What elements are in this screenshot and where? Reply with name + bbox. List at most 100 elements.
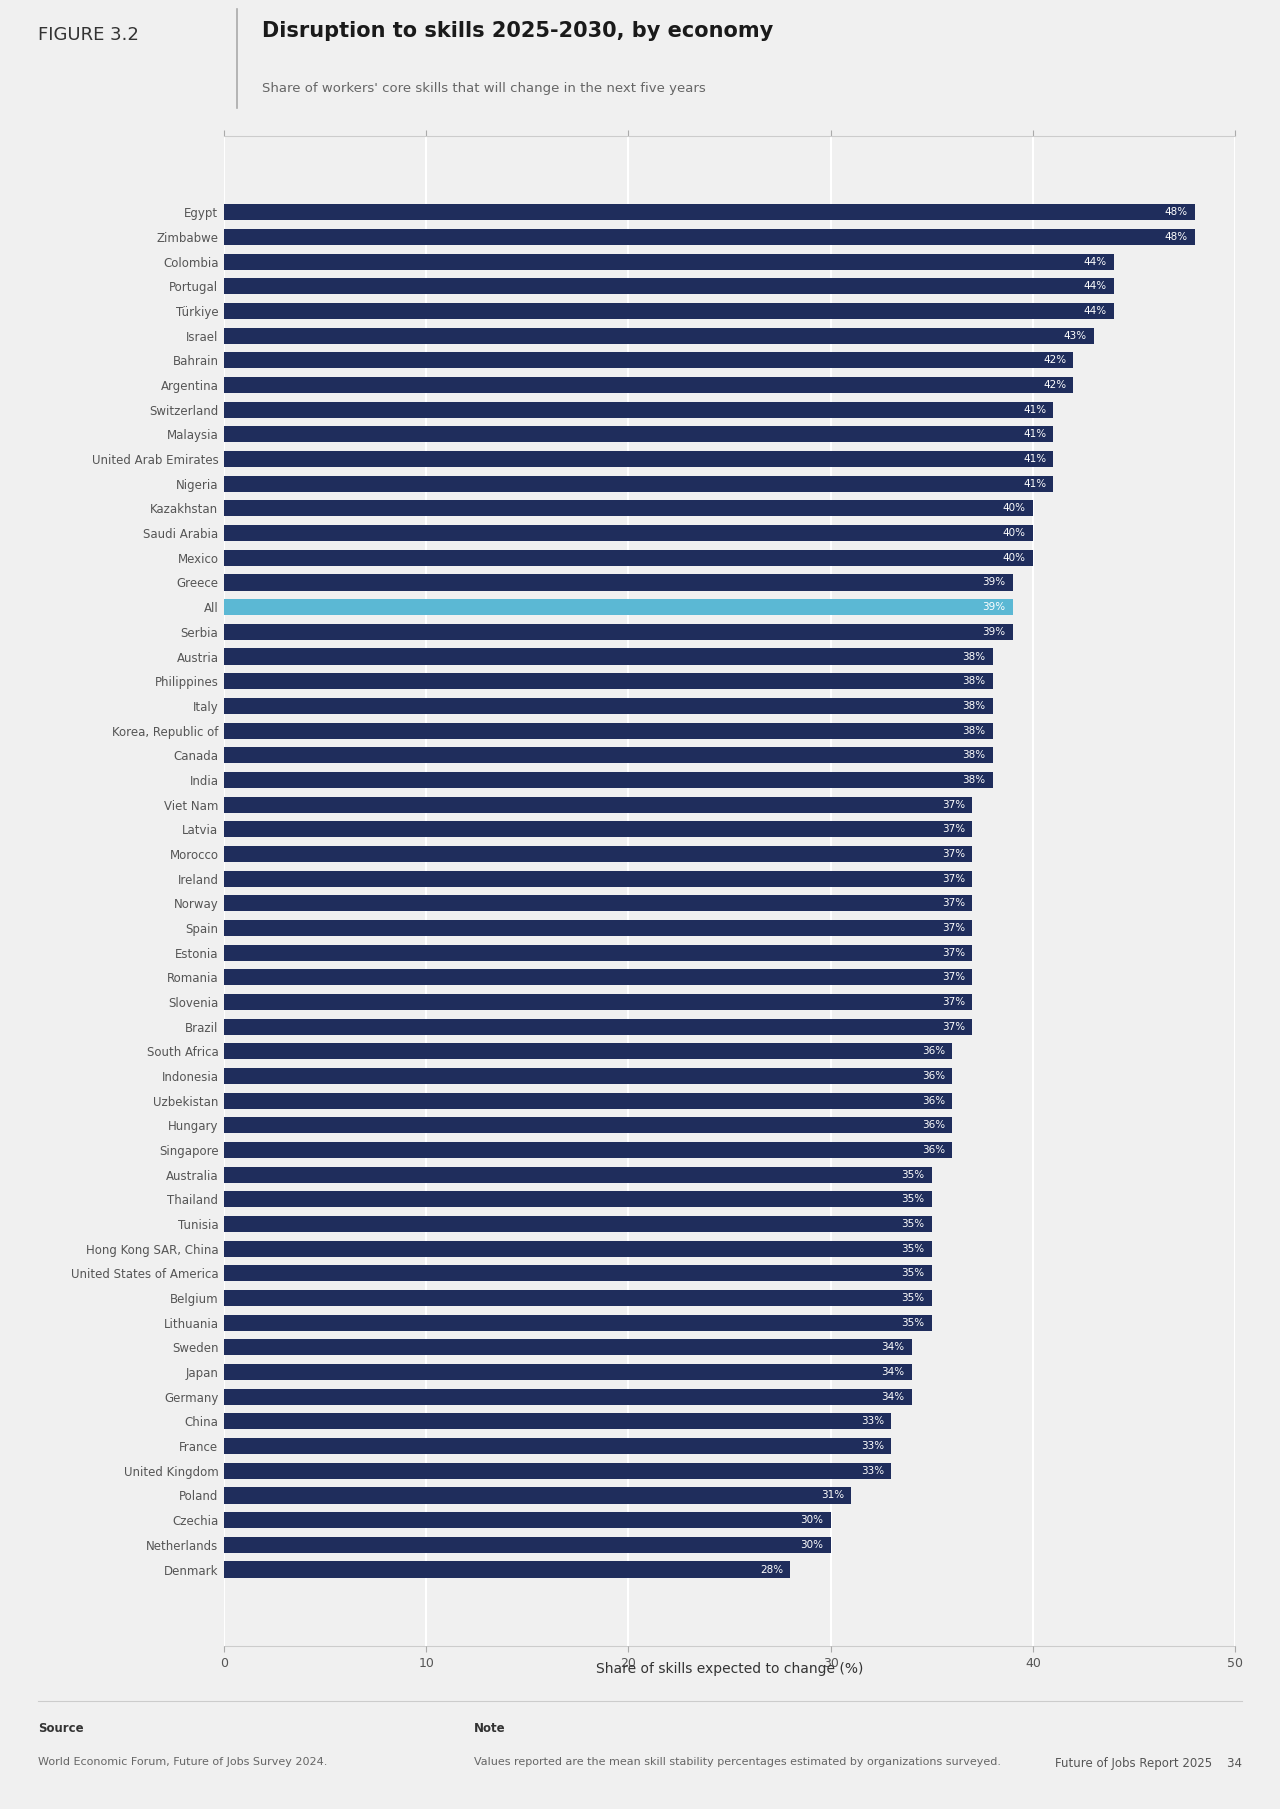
Bar [224, 1413, 891, 1429]
Bar [224, 1044, 952, 1060]
Text: 28%: 28% [760, 1565, 783, 1574]
Text: 38%: 38% [963, 677, 986, 686]
Bar [224, 970, 973, 986]
Bar [224, 1067, 952, 1084]
Text: 37%: 37% [942, 899, 965, 908]
Text: Values reported are the mean skill stability percentages estimated by organizati: Values reported are the mean skill stabi… [474, 1757, 1001, 1767]
Text: 39%: 39% [983, 577, 1006, 588]
Text: 41%: 41% [1023, 479, 1046, 488]
Bar [224, 304, 1114, 318]
Text: 31%: 31% [820, 1491, 844, 1500]
Bar [224, 550, 1033, 566]
Bar [224, 747, 992, 763]
Bar [224, 253, 1114, 270]
Text: Disruption to skills 2025-2030, by economy: Disruption to skills 2025-2030, by econo… [262, 20, 773, 40]
Text: 38%: 38% [963, 774, 986, 785]
Bar [224, 1512, 831, 1529]
Bar [224, 1264, 932, 1281]
Text: 48%: 48% [1165, 232, 1188, 242]
Text: 35%: 35% [901, 1245, 924, 1254]
Text: 38%: 38% [963, 751, 986, 760]
Bar [224, 847, 973, 861]
Text: 36%: 36% [922, 1046, 945, 1056]
Bar [224, 1192, 932, 1207]
Text: 38%: 38% [963, 700, 986, 711]
Text: 39%: 39% [983, 628, 1006, 637]
Text: World Economic Forum, Future of Jobs Survey 2024.: World Economic Forum, Future of Jobs Sur… [38, 1757, 328, 1767]
Bar [224, 1018, 973, 1035]
Bar [224, 1487, 851, 1503]
Text: 37%: 37% [942, 848, 965, 859]
Text: 35%: 35% [901, 1194, 924, 1205]
Bar [224, 525, 1033, 541]
Bar [224, 1093, 952, 1109]
Text: 36%: 36% [922, 1096, 945, 1105]
Bar [224, 599, 1012, 615]
Text: 41%: 41% [1023, 429, 1046, 440]
Bar [224, 279, 1114, 295]
Text: Share of workers' core skills that will change in the next five years: Share of workers' core skills that will … [262, 81, 707, 94]
Text: 39%: 39% [983, 602, 1006, 611]
Bar [224, 427, 1053, 443]
Text: 34%: 34% [882, 1391, 905, 1402]
Text: 30%: 30% [801, 1516, 823, 1525]
Bar [224, 895, 973, 912]
Bar [224, 230, 1194, 244]
Text: FIGURE 3.2: FIGURE 3.2 [38, 27, 140, 43]
Bar [224, 1463, 891, 1478]
Text: 37%: 37% [942, 1022, 965, 1031]
Bar [224, 698, 992, 715]
Text: 34%: 34% [882, 1368, 905, 1377]
Bar [224, 1438, 891, 1454]
Bar [224, 648, 992, 664]
Text: 43%: 43% [1064, 331, 1087, 340]
Bar [224, 450, 1053, 467]
Bar [224, 921, 973, 935]
Bar [224, 772, 992, 789]
Text: 37%: 37% [942, 997, 965, 1008]
Bar [224, 624, 1012, 640]
Bar [224, 501, 1033, 517]
Text: 35%: 35% [901, 1268, 924, 1279]
Text: 41%: 41% [1023, 454, 1046, 465]
Bar [224, 1339, 911, 1355]
Bar [224, 1389, 911, 1406]
Text: 36%: 36% [922, 1071, 945, 1082]
Bar [224, 870, 973, 886]
Text: Note: Note [474, 1722, 506, 1735]
Bar [224, 476, 1053, 492]
Bar [224, 1290, 932, 1306]
Text: 41%: 41% [1023, 405, 1046, 414]
Bar [224, 204, 1194, 221]
Text: 40%: 40% [1004, 503, 1025, 514]
Text: 30%: 30% [801, 1539, 823, 1550]
Text: Source: Source [38, 1722, 84, 1735]
Bar [224, 402, 1053, 418]
Text: 36%: 36% [922, 1120, 945, 1131]
Bar [224, 1315, 932, 1331]
Text: 37%: 37% [942, 874, 965, 883]
Text: 38%: 38% [963, 651, 986, 662]
Text: 44%: 44% [1084, 257, 1107, 266]
Bar [224, 673, 992, 689]
Bar [224, 821, 973, 838]
Text: Share of skills expected to change (%): Share of skills expected to change (%) [596, 1662, 863, 1675]
Text: 36%: 36% [922, 1145, 945, 1154]
Text: 35%: 35% [901, 1219, 924, 1228]
Bar [224, 1241, 932, 1257]
Bar [224, 796, 973, 812]
Text: 33%: 33% [861, 1465, 884, 1476]
Bar [224, 353, 1074, 369]
Bar [224, 944, 973, 961]
Bar [224, 575, 1012, 590]
Bar [224, 993, 973, 1009]
Text: 33%: 33% [861, 1416, 884, 1427]
Text: 44%: 44% [1084, 306, 1107, 317]
Bar [224, 722, 992, 738]
Bar [224, 327, 1093, 344]
Text: 42%: 42% [1043, 355, 1066, 365]
Text: 38%: 38% [963, 725, 986, 736]
Text: 37%: 37% [942, 948, 965, 957]
Text: 40%: 40% [1004, 554, 1025, 563]
Bar [224, 1538, 831, 1552]
